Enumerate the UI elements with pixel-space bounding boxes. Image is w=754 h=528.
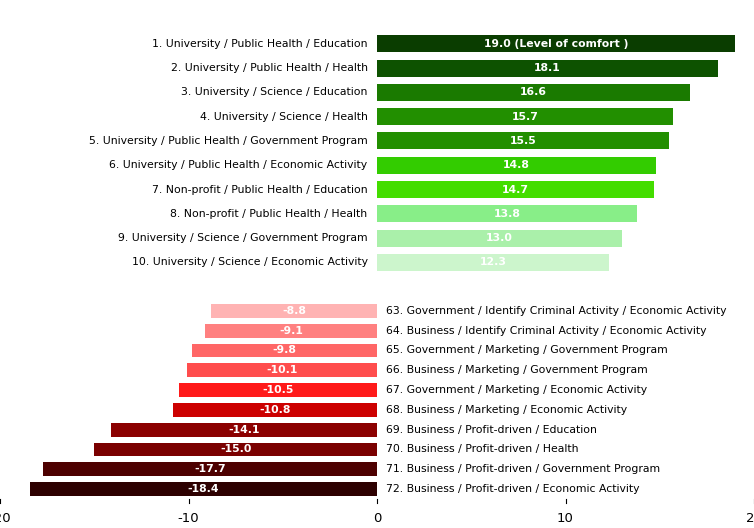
Bar: [377, 254, 609, 271]
Text: -10.8: -10.8: [259, 405, 291, 415]
Text: 10: 10: [557, 512, 574, 525]
Bar: [43, 463, 377, 476]
Text: -15.0: -15.0: [220, 445, 251, 455]
Text: 12.3: 12.3: [480, 258, 507, 267]
Text: -14.1: -14.1: [228, 425, 260, 435]
Text: 3. University / Science / Education: 3. University / Science / Education: [181, 88, 367, 97]
Text: -9.1: -9.1: [279, 326, 303, 336]
Bar: [94, 442, 377, 456]
Bar: [205, 324, 377, 337]
Text: -20: -20: [0, 512, 11, 525]
Text: 18.1: 18.1: [535, 63, 561, 73]
Bar: [377, 230, 622, 247]
Bar: [30, 482, 377, 496]
Text: 71. Business / Profit-driven / Government Program: 71. Business / Profit-driven / Governmen…: [386, 464, 661, 474]
Text: 66. Business / Marketing / Government Program: 66. Business / Marketing / Government Pr…: [386, 365, 648, 375]
Text: 7. Non-profit / Public Health / Education: 7. Non-profit / Public Health / Educatio…: [152, 185, 367, 194]
Text: 13.8: 13.8: [494, 209, 520, 219]
Text: 19.0 (Level of comfort ): 19.0 (Level of comfort ): [484, 39, 628, 49]
Text: 6. University / Public Health / Economic Activity: 6. University / Public Health / Economic…: [109, 161, 367, 170]
Text: 64. Business / Identify Criminal Activity / Economic Activity: 64. Business / Identify Criminal Activit…: [386, 326, 707, 336]
Text: 20: 20: [746, 512, 754, 525]
Bar: [179, 383, 377, 397]
Bar: [377, 157, 656, 174]
Text: 2. University / Public Health / Health: 2. University / Public Health / Health: [170, 63, 367, 73]
Bar: [377, 60, 718, 77]
Text: 68. Business / Marketing / Economic Activity: 68. Business / Marketing / Economic Acti…: [386, 405, 627, 415]
Text: 72. Business / Profit-driven / Economic Activity: 72. Business / Profit-driven / Economic …: [386, 484, 640, 494]
Text: 65. Government / Marketing / Government Program: 65. Government / Marketing / Government …: [386, 345, 668, 355]
Bar: [377, 108, 673, 125]
Text: 15.7: 15.7: [511, 112, 538, 121]
Text: 10. University / Science / Economic Activity: 10. University / Science / Economic Acti…: [132, 258, 367, 267]
Text: 4. University / Science / Health: 4. University / Science / Health: [200, 112, 367, 121]
Text: -8.8: -8.8: [282, 306, 306, 316]
Text: 0: 0: [372, 512, 382, 525]
Bar: [377, 84, 690, 101]
Text: 8. Non-profit / Public Health / Health: 8. Non-profit / Public Health / Health: [170, 209, 367, 219]
Bar: [377, 205, 637, 222]
Text: 5. University / Public Health / Government Program: 5. University / Public Health / Governme…: [89, 136, 367, 146]
Text: -10: -10: [178, 512, 199, 525]
Bar: [211, 304, 377, 318]
Text: 9. University / Science / Government Program: 9. University / Science / Government Pro…: [118, 233, 367, 243]
Bar: [377, 35, 735, 52]
Bar: [377, 133, 669, 149]
Text: -9.8: -9.8: [273, 345, 296, 355]
Text: -18.4: -18.4: [188, 484, 219, 494]
Text: 1. University / Public Health / Education: 1. University / Public Health / Educatio…: [152, 39, 367, 49]
Text: 16.6: 16.6: [520, 88, 547, 97]
Text: 14.8: 14.8: [503, 161, 530, 170]
Bar: [192, 344, 377, 357]
Bar: [377, 181, 654, 198]
Text: 15.5: 15.5: [510, 136, 536, 146]
Bar: [186, 363, 377, 377]
Text: -17.7: -17.7: [195, 464, 226, 474]
Text: 67. Government / Marketing / Economic Activity: 67. Government / Marketing / Economic Ac…: [386, 385, 648, 395]
Text: 13.0: 13.0: [486, 233, 513, 243]
Text: 63. Government / Identify Criminal Activity / Economic Activity: 63. Government / Identify Criminal Activ…: [386, 306, 727, 316]
Text: 70. Business / Profit-driven / Health: 70. Business / Profit-driven / Health: [386, 445, 579, 455]
Bar: [111, 423, 377, 437]
Text: -10.5: -10.5: [262, 385, 294, 395]
Text: -10.1: -10.1: [266, 365, 298, 375]
Text: 69. Business / Profit-driven / Education: 69. Business / Profit-driven / Education: [386, 425, 597, 435]
Text: 14.7: 14.7: [502, 185, 529, 194]
Bar: [173, 403, 377, 417]
